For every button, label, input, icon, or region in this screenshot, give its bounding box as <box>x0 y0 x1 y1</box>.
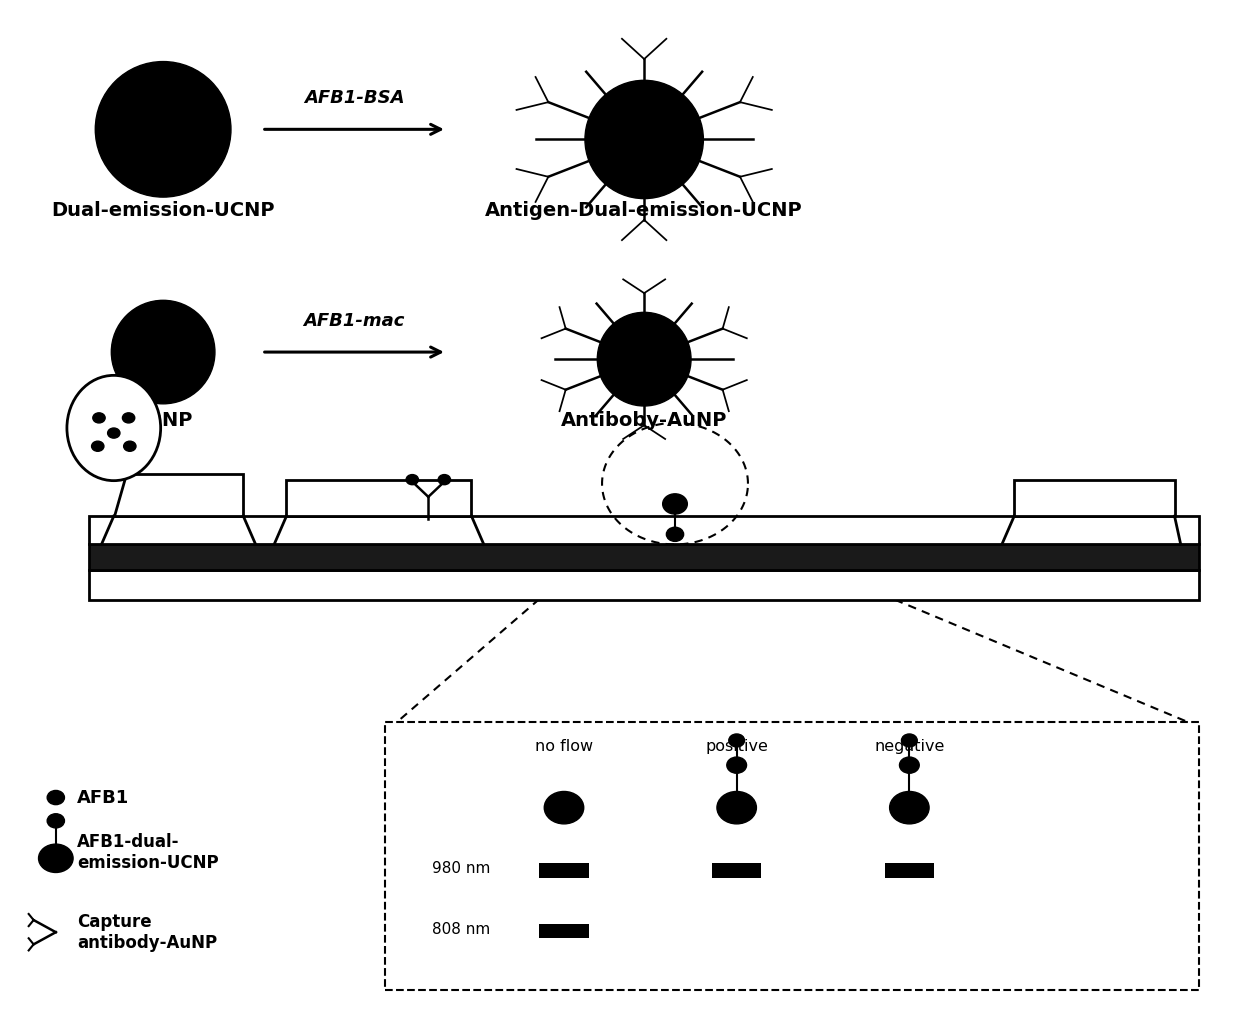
Text: Antigen-Dual-emission-UCNP: Antigen-Dual-emission-UCNP <box>486 201 803 220</box>
Circle shape <box>663 494 688 514</box>
Circle shape <box>439 474 451 485</box>
Ellipse shape <box>585 80 704 199</box>
Text: AFB1-BSA: AFB1-BSA <box>304 89 405 107</box>
Circle shape <box>38 844 73 872</box>
Bar <box>89 516 1199 545</box>
Bar <box>539 863 589 878</box>
Circle shape <box>47 790 64 804</box>
Circle shape <box>108 428 120 438</box>
Circle shape <box>717 791 757 824</box>
Text: AFB1: AFB1 <box>77 789 129 806</box>
Text: no flow: no flow <box>535 739 593 754</box>
Text: AFB1-mac: AFB1-mac <box>304 312 405 330</box>
Bar <box>539 924 589 939</box>
Bar <box>885 863 934 878</box>
Ellipse shape <box>597 313 691 406</box>
Text: AFB1-dual-
emission-UCNP: AFB1-dual- emission-UCNP <box>77 833 218 871</box>
Text: Capture
antibody-AuNP: Capture antibody-AuNP <box>77 913 217 952</box>
Circle shape <box>729 734 745 747</box>
Text: positive: positive <box>705 739 768 754</box>
Circle shape <box>93 413 105 422</box>
Circle shape <box>902 734 917 747</box>
Circle shape <box>544 791 584 824</box>
Bar <box>89 545 1199 570</box>
Circle shape <box>124 441 136 451</box>
Text: 980 nm: 980 nm <box>431 861 489 875</box>
Bar <box>712 863 761 878</box>
Text: 808 nm: 808 nm <box>431 921 489 937</box>
Ellipse shape <box>67 376 161 480</box>
Bar <box>89 570 1199 601</box>
FancyBboxPatch shape <box>385 722 1199 989</box>
Ellipse shape <box>112 300 214 404</box>
Circle shape <box>667 527 684 542</box>
Circle shape <box>123 413 135 422</box>
Ellipse shape <box>95 61 230 197</box>
Circle shape <box>890 791 929 824</box>
Circle shape <box>92 441 104 451</box>
Text: Antiboby-AuNP: Antiboby-AuNP <box>561 411 727 431</box>
Polygon shape <box>286 479 472 516</box>
Circle shape <box>727 757 747 774</box>
Text: negative: negative <box>875 739 944 754</box>
Polygon shape <box>1015 479 1175 516</box>
Text: Dual-emission-UCNP: Dual-emission-UCNP <box>51 201 275 220</box>
Polygon shape <box>114 473 243 516</box>
Text: AuNP: AuNP <box>134 411 193 431</box>
Circle shape <box>406 474 419 485</box>
Circle shape <box>900 757 919 774</box>
Circle shape <box>47 813 64 828</box>
